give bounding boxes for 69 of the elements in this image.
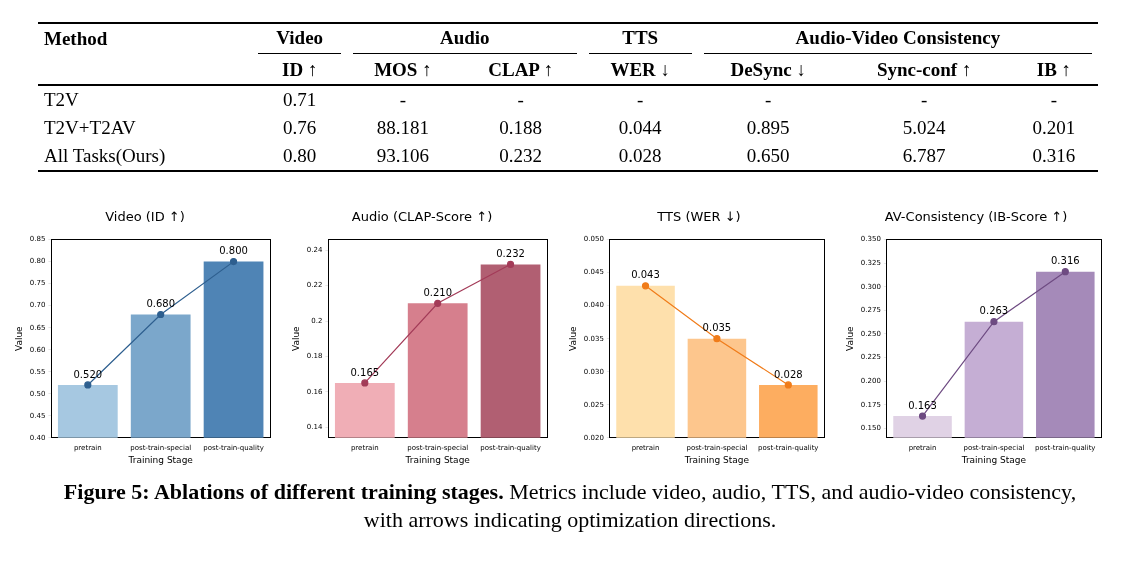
x-axis-title: Training Stage <box>960 454 1027 465</box>
data-label: 0.263 <box>979 305 1009 317</box>
point <box>918 412 927 420</box>
chart-title: TTS (WER ↓) <box>656 209 741 225</box>
category-label: CLAP ↑ <box>487 58 555 82</box>
category-label: ID ↑ <box>281 58 319 82</box>
text: 0.895 <box>746 117 790 138</box>
data-label: 0.028 <box>773 368 803 380</box>
data-label: 0.232 <box>496 247 525 259</box>
text: 0.71 <box>283 89 317 110</box>
text: - <box>517 89 524 110</box>
text: - <box>1050 89 1058 110</box>
point <box>990 318 998 326</box>
data-label: 0.210 <box>423 286 453 298</box>
text: TTS <box>588 26 692 54</box>
data-label: 0.043 <box>631 269 660 281</box>
text: - <box>637 89 644 110</box>
point <box>713 335 721 343</box>
category-label: IB ↑ <box>1035 58 1073 82</box>
text: 0.650 <box>746 145 790 166</box>
chart-title: Audio (CLAP-Score ↑) <box>351 209 493 225</box>
category-label: Sync-conf ↑ <box>875 58 973 82</box>
y-axis-title: Value <box>567 325 578 352</box>
text: Figure 5: Ablations of different training stages. <box>63 479 504 504</box>
text: Audio <box>353 26 577 54</box>
text: 0.76 <box>283 117 317 138</box>
text: 5.024 <box>902 117 946 138</box>
text: 0.188 <box>499 117 543 138</box>
category-label: All Tasks(Ours) <box>44 145 166 166</box>
text: 0.232 <box>499 145 543 166</box>
point <box>361 379 369 387</box>
category-label: WER ↓ <box>609 58 672 82</box>
point <box>506 260 515 268</box>
x-axis-title: Training Stage <box>404 454 471 465</box>
text: 0.316 <box>1032 145 1076 166</box>
text: Video <box>258 26 341 54</box>
point <box>157 310 165 319</box>
point <box>641 282 650 290</box>
point <box>84 381 92 389</box>
y-axis-title: Value <box>290 325 301 352</box>
text: Method <box>44 26 109 51</box>
text: - <box>399 89 407 110</box>
x-axis-title: Training Stage <box>683 454 750 465</box>
y-axis-title: Value <box>844 325 855 352</box>
point <box>784 381 792 389</box>
point <box>1061 268 1069 276</box>
point <box>229 258 238 266</box>
category-label: T2V+T2AV <box>44 117 136 138</box>
data-label: 0.680 <box>146 298 176 310</box>
text: 93.106 <box>376 145 430 166</box>
text: 0.028 <box>618 145 662 166</box>
data-label: 0.035 <box>702 322 732 334</box>
category-label: MOS ↑ <box>373 58 433 82</box>
category-label: T2V <box>44 89 79 110</box>
text: - <box>921 89 928 110</box>
chart-title: Video (ID ↑) <box>105 209 185 225</box>
text: 88.181 <box>376 117 430 138</box>
x-axis-title: Training Stage <box>127 454 194 465</box>
text: 0.044 <box>618 117 662 138</box>
text: - <box>765 89 772 110</box>
text: Audio-Video Consistency <box>703 26 1092 54</box>
text: 0.201 <box>1032 117 1076 138</box>
data-label: 0.316 <box>1050 255 1080 267</box>
y-axis-title: Value <box>13 325 24 352</box>
category-label: DeSync ↓ <box>729 58 807 82</box>
point <box>434 299 442 307</box>
text: 6.787 <box>902 145 946 166</box>
data-label: 0.800 <box>219 245 248 257</box>
chart-title: AV-Consistency (IB-Score ↑) <box>884 209 1068 225</box>
